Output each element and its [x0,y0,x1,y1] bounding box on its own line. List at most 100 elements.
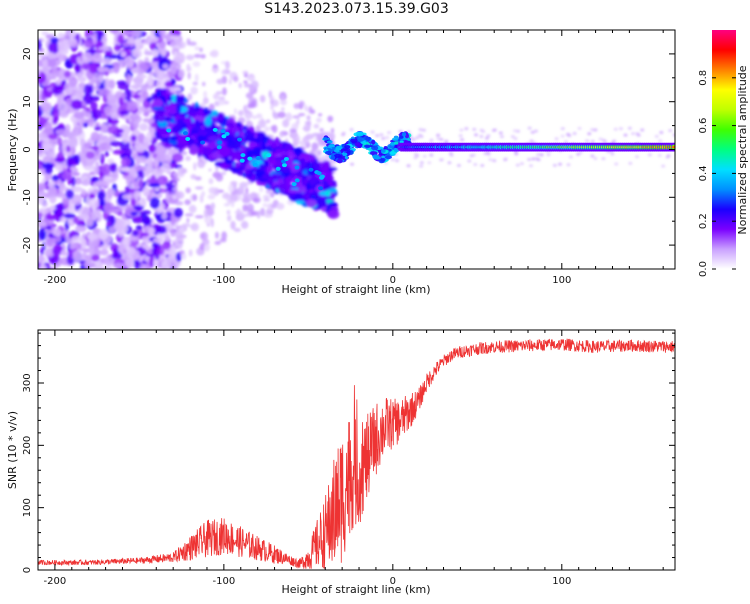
spectrogram-cell [154,69,167,81]
spectrogram-cell [133,205,145,211]
spectrogram-cell [88,198,100,209]
spectrogram-cell [614,162,619,166]
spectrogram-cell [90,101,98,111]
spectrogram-cell [587,132,592,136]
spectrogram-cell [124,185,131,196]
spectrogram-cell [245,187,249,194]
spectrogram-cell [459,128,464,132]
spectrogram-cell [340,148,347,152]
spectrogram-cell [200,231,209,241]
colorbar-tick-label: 0.2 [698,213,709,229]
spectrogram-cell [460,138,465,142]
snr-y-tick-label: 200 [22,436,33,455]
spectrogram-cell [193,53,202,58]
spectrogram-cell [184,199,191,206]
spectrogram-cell [97,190,106,201]
spectrogram-cell [419,164,424,168]
spectrogram-cell [61,79,67,86]
spectrogram-cell [342,152,348,157]
spectrogram-cell [73,111,85,119]
spectrogram-cell [142,39,153,45]
spectrogram-cell [237,186,245,195]
spectrogram-cell [66,145,71,153]
spectrogram-cell [208,178,214,185]
spectrogram-cell [177,166,182,176]
spectrogram-cell [230,199,235,208]
spectrogram-cell [182,223,191,228]
spectrogram-cell [250,211,259,216]
spectrogram-cell [124,147,133,157]
spectrogram-cell [117,211,123,217]
spectrogram-cell [390,158,395,162]
spectrogram-cell [334,153,342,158]
spectrogram-cell [62,197,70,206]
spectrogram-cell [143,137,149,144]
spectrogram-cell [316,117,322,123]
spectrogram-cell [267,138,275,145]
spectrogram-cell [281,163,287,168]
spectrogram-cell [203,90,208,98]
spectrogram-cell [375,134,380,138]
spectrogram-cell [38,207,50,215]
spectrogram-cell [88,84,94,95]
spectrogram-cell [618,127,623,131]
spectrogram-cell [185,54,195,61]
spectrogram-cell [166,104,178,115]
spectrogram-cell [149,197,161,209]
spectrogram-cell [47,52,55,60]
spectrogram-cell [65,189,74,200]
spectrogram-cell [318,113,323,117]
spectrogram-y-tick-label: 0 [22,146,33,152]
spectrogram-cell [668,129,673,133]
spectrogram-cell [98,123,108,134]
spectrogram-cell [234,210,244,215]
spectrogram-cell [659,130,664,134]
spectrogram-cell [289,128,297,134]
spectrogram-cell [243,129,253,141]
spectrogram-cell [566,163,571,167]
spectrogram-cell [214,240,222,246]
spectrogram-cell [137,169,145,181]
colorbar-tick-label: 0.6 [698,118,709,134]
spectrogram-cell [309,109,316,114]
spectrogram-cell [206,135,219,142]
spectrogram-cell [122,194,132,200]
spectrogram-cell [142,118,151,123]
spectrogram-cell [61,171,72,181]
spectrogram-cell [199,243,206,251]
spectrogram-cell [80,52,93,63]
spectrogram-cell [334,149,340,153]
spectrogram-cell [46,91,53,97]
spectrogram-cell [295,170,305,178]
spectrogram-cell [38,71,47,84]
spectrogram-cell [242,192,250,199]
spectrogram-cell [413,152,418,156]
spectrogram-cell [560,134,565,138]
spectrogram-cell [52,209,58,214]
spectrogram-cell [170,35,181,40]
spectrogram-cell [104,150,109,157]
spectrogram-cell [247,141,258,148]
spectrogram-cell [51,109,60,120]
spectrogram-cell [166,258,179,268]
spectrogram-cell [194,176,202,181]
snr-x-tick-label: 100 [552,576,571,587]
spectrogram-cell [200,54,206,59]
spectrogram-cell [42,162,54,170]
spectrogram-cell [78,125,83,135]
spectrogram-cell [67,87,74,95]
spectrogram-cell [266,153,272,158]
spectrogram-cell [349,128,354,132]
spectrogram-cell [275,166,281,171]
spectrogram-cell [153,258,159,268]
snr-y-ticks: 0 100 200 300 [22,332,675,573]
spectrogram-cell [214,231,219,239]
spectrogram-cell [427,161,432,165]
spectrogram-cell [130,198,137,207]
spectrogram-cell [486,134,491,138]
spectrogram-cell [219,238,227,243]
spectrogram-cell [308,191,320,196]
spectrogram-cell [156,175,168,186]
spectrogram-cell [212,93,220,100]
